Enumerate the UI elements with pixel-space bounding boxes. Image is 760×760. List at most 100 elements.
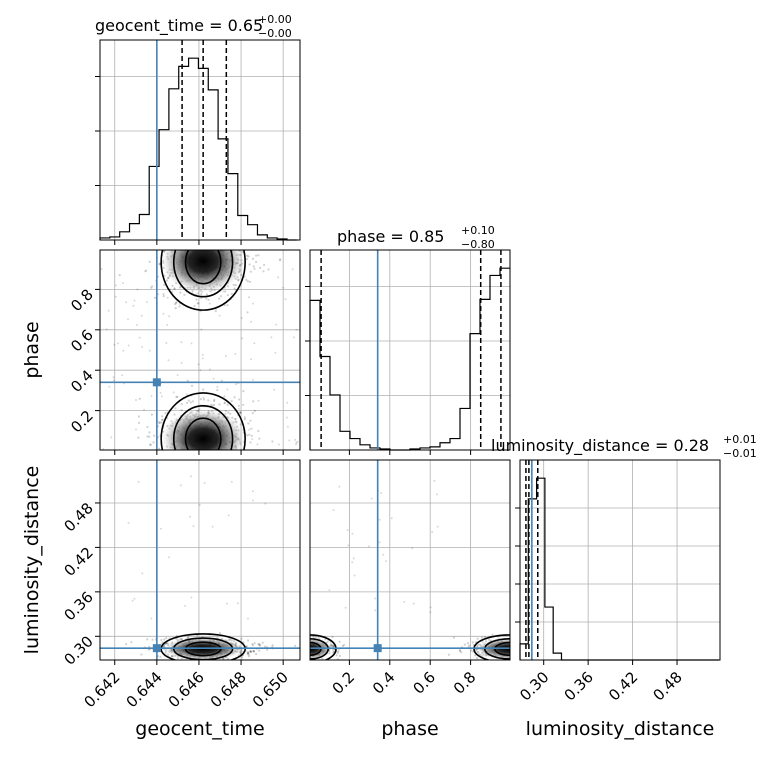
x-tick-label-luminosity_distance: 0.36: [561, 668, 597, 704]
sample-point: [514, 648, 516, 650]
sample-point: [192, 473, 194, 475]
sample-point: [175, 245, 177, 247]
panel-luminosity_distance-hist: [520, 460, 720, 660]
sample-point: [134, 466, 136, 468]
sample-point: [168, 232, 170, 234]
x-tick-label-luminosity_distance: 0.30: [516, 668, 552, 704]
density-blob: [125, 632, 297, 660]
sample-point: [161, 451, 163, 453]
sample-point: [185, 240, 187, 242]
sample-point: [529, 649, 531, 651]
sample-point: [279, 258, 282, 261]
sample-point: [192, 525, 195, 527]
sample-point: [177, 246, 179, 248]
density-core: [161, 408, 246, 450]
sample-point: [211, 476, 213, 478]
sample-point: [186, 379, 189, 382]
sample-point: [161, 641, 164, 644]
sample-point: [306, 638, 308, 640]
sample-point: [221, 236, 223, 238]
sample-point: [166, 246, 168, 248]
sample-point: [251, 643, 254, 646]
sample-point: [122, 282, 124, 284]
sample-point: [153, 434, 156, 437]
sample-point: [221, 451, 223, 453]
sample-point: [220, 240, 222, 242]
sample-point: [306, 652, 308, 654]
sample-point: [151, 638, 154, 641]
sample-point: [243, 418, 246, 421]
sample-point: [224, 500, 226, 502]
sample-point: [294, 651, 296, 653]
sample-point: [511, 647, 513, 649]
sample-point: [259, 266, 262, 269]
sample-point: [223, 243, 225, 245]
truth-marker: [152, 378, 161, 387]
sample-point: [283, 656, 285, 658]
x-tick-label-geocent_time: 0.650: [249, 668, 292, 711]
sample-point: [291, 649, 293, 651]
sample-point: [178, 456, 180, 458]
sample-point: [125, 643, 128, 646]
sample-point: [216, 452, 218, 454]
sample-point: [160, 638, 163, 642]
sample-point: [502, 661, 504, 663]
x-axis-label-phase: phase: [381, 718, 438, 740]
sample-point: [278, 259, 282, 262]
sample-point: [511, 651, 513, 653]
sample-point: [174, 307, 177, 310]
sample-point: [195, 236, 197, 238]
sample-point: [252, 650, 256, 653]
sample-point: [535, 647, 537, 649]
sample-point: [217, 241, 219, 243]
sample-point: [112, 379, 115, 382]
panel-frame: [99, 39, 301, 241]
sample-point: [460, 651, 463, 654]
sample-point: [545, 641, 547, 643]
sample-point: [228, 226, 230, 228]
sample-point: [308, 651, 310, 653]
sample-point: [522, 648, 524, 650]
sample-point: [143, 229, 145, 231]
sample-point: [539, 653, 541, 655]
sample-point: [160, 421, 163, 424]
sample-point: [331, 635, 334, 639]
histogram-phase: [309, 267, 510, 451]
sample-point: [177, 451, 179, 453]
sample-point: [249, 270, 252, 273]
sample-point: [201, 452, 203, 454]
sample-point: [167, 220, 169, 222]
contour-group: [160, 250, 246, 311]
sample-point: [539, 657, 541, 659]
sample-point: [287, 640, 289, 642]
sample-point: [261, 225, 263, 227]
sample-point: [305, 645, 307, 647]
x-tick-label-phase: 0.2: [329, 668, 359, 698]
sample-point: [206, 245, 208, 247]
sample-point: [200, 467, 202, 469]
sample-point: [546, 647, 548, 649]
sample-point: [511, 644, 513, 646]
sample-point: [210, 455, 212, 457]
panel-luminosity_distance-vs-phase: [310, 460, 510, 660]
sample-point: [226, 274, 229, 277]
sample-point: [293, 656, 295, 658]
sample-point: [127, 344, 130, 347]
sample-point: [195, 298, 198, 301]
panel-frame: [309, 249, 511, 451]
sample-point: [226, 388, 229, 391]
sample-point: [137, 480, 140, 483]
sample-point: [188, 465, 190, 467]
sample-point: [517, 640, 519, 642]
sample-point: [307, 646, 309, 648]
sample-point: [295, 649, 297, 651]
sample-point: [218, 463, 220, 465]
sample-point: [183, 246, 185, 248]
sample-point: [539, 655, 541, 657]
truth-marker: [373, 644, 382, 653]
sample-point: [222, 236, 224, 238]
sample-point: [513, 641, 515, 643]
sample-point: [228, 441, 231, 444]
sample-point: [162, 293, 165, 296]
sample-point: [191, 456, 193, 458]
